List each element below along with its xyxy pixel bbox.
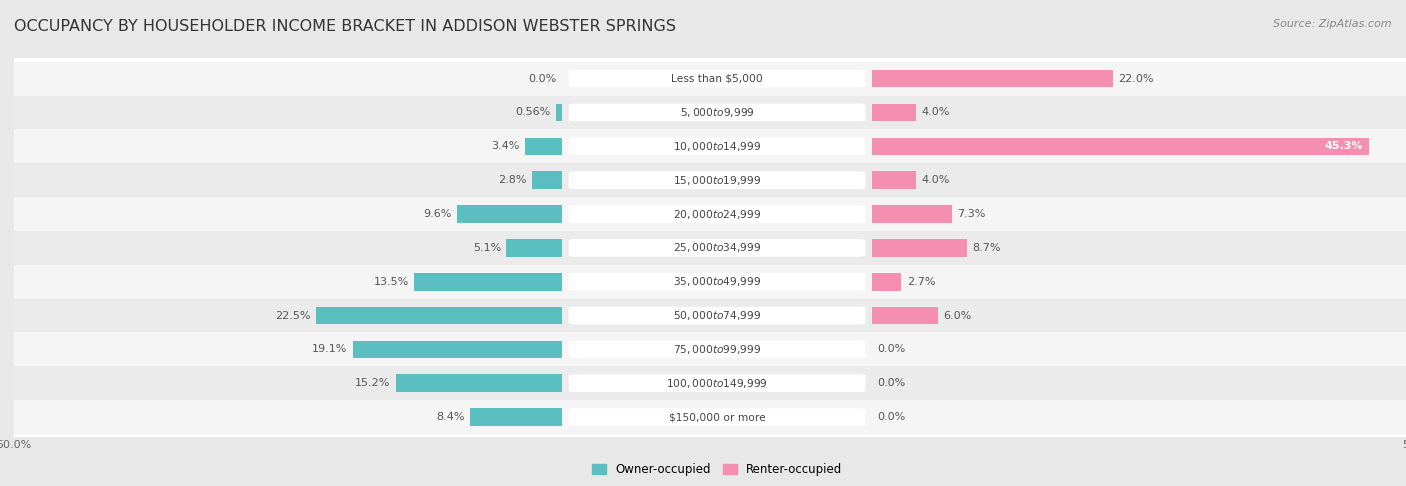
Text: 0.56%: 0.56% xyxy=(516,107,551,118)
Text: $150,000 or more: $150,000 or more xyxy=(669,412,765,422)
Bar xyxy=(562,62,872,96)
Text: 8.4%: 8.4% xyxy=(436,412,465,422)
Bar xyxy=(872,298,1406,332)
Bar xyxy=(562,400,872,434)
FancyBboxPatch shape xyxy=(568,138,866,155)
Text: 7.3%: 7.3% xyxy=(957,209,986,219)
Bar xyxy=(872,138,1368,155)
Text: 0.0%: 0.0% xyxy=(529,73,557,84)
Bar xyxy=(872,96,1406,129)
Text: OCCUPANCY BY HOUSEHOLDER INCOME BRACKET IN ADDISON WEBSTER SPRINGS: OCCUPANCY BY HOUSEHOLDER INCOME BRACKET … xyxy=(14,19,676,35)
Bar xyxy=(872,231,1406,265)
Bar xyxy=(872,332,1406,366)
Bar xyxy=(562,163,872,197)
Bar xyxy=(14,366,562,400)
Bar xyxy=(562,265,872,298)
Bar xyxy=(872,273,901,291)
Bar xyxy=(524,138,562,155)
Text: $20,000 to $24,999: $20,000 to $24,999 xyxy=(673,208,761,221)
Text: 5.1%: 5.1% xyxy=(472,243,501,253)
Bar xyxy=(872,197,1406,231)
Text: 19.1%: 19.1% xyxy=(312,345,347,354)
Bar xyxy=(14,197,562,231)
FancyBboxPatch shape xyxy=(568,70,866,87)
Text: 3.4%: 3.4% xyxy=(491,141,520,151)
Text: 8.7%: 8.7% xyxy=(973,243,1001,253)
Text: $10,000 to $14,999: $10,000 to $14,999 xyxy=(673,140,761,153)
Bar xyxy=(872,307,938,324)
Bar xyxy=(562,129,872,163)
Bar xyxy=(562,298,872,332)
Bar xyxy=(531,172,562,189)
Text: 13.5%: 13.5% xyxy=(374,277,409,287)
FancyBboxPatch shape xyxy=(568,172,866,189)
Bar xyxy=(14,231,562,265)
Bar xyxy=(562,332,872,366)
Bar xyxy=(872,172,915,189)
Bar xyxy=(353,341,562,358)
FancyBboxPatch shape xyxy=(568,273,866,291)
Bar xyxy=(415,273,562,291)
Bar xyxy=(506,239,562,257)
Text: 0.0%: 0.0% xyxy=(877,412,905,422)
Bar xyxy=(872,129,1406,163)
FancyBboxPatch shape xyxy=(568,205,866,223)
Bar xyxy=(14,298,562,332)
Text: 22.5%: 22.5% xyxy=(274,311,311,321)
Bar xyxy=(872,70,1114,87)
Text: 15.2%: 15.2% xyxy=(354,378,391,388)
Bar xyxy=(457,205,562,223)
Bar xyxy=(562,96,872,129)
FancyBboxPatch shape xyxy=(568,239,866,257)
Bar xyxy=(872,400,1406,434)
Bar xyxy=(562,197,872,231)
Text: $35,000 to $49,999: $35,000 to $49,999 xyxy=(673,275,761,288)
Text: $15,000 to $19,999: $15,000 to $19,999 xyxy=(673,174,761,187)
Bar xyxy=(14,265,562,298)
Text: 22.0%: 22.0% xyxy=(1119,73,1154,84)
Text: 0.0%: 0.0% xyxy=(877,378,905,388)
FancyBboxPatch shape xyxy=(568,307,866,324)
Text: $75,000 to $99,999: $75,000 to $99,999 xyxy=(673,343,761,356)
Text: 6.0%: 6.0% xyxy=(943,311,972,321)
Text: 9.6%: 9.6% xyxy=(423,209,451,219)
Bar xyxy=(872,205,952,223)
Text: $25,000 to $34,999: $25,000 to $34,999 xyxy=(673,242,761,254)
Bar xyxy=(562,231,872,265)
FancyBboxPatch shape xyxy=(568,374,866,392)
Bar xyxy=(395,374,562,392)
Text: 4.0%: 4.0% xyxy=(921,107,949,118)
Text: 2.8%: 2.8% xyxy=(498,175,526,185)
Bar xyxy=(872,62,1406,96)
Bar xyxy=(872,366,1406,400)
Bar xyxy=(14,62,562,96)
Text: 4.0%: 4.0% xyxy=(921,175,949,185)
Text: $100,000 to $149,999: $100,000 to $149,999 xyxy=(666,377,768,390)
Text: $50,000 to $74,999: $50,000 to $74,999 xyxy=(673,309,761,322)
Bar xyxy=(14,332,562,366)
Text: 2.7%: 2.7% xyxy=(907,277,935,287)
Text: $5,000 to $9,999: $5,000 to $9,999 xyxy=(679,106,755,119)
Bar xyxy=(315,307,562,324)
Text: Source: ZipAtlas.com: Source: ZipAtlas.com xyxy=(1274,19,1392,30)
Text: 0.0%: 0.0% xyxy=(877,345,905,354)
Bar xyxy=(14,163,562,197)
Bar xyxy=(14,400,562,434)
FancyBboxPatch shape xyxy=(568,408,866,426)
Bar xyxy=(14,129,562,163)
Bar xyxy=(872,104,915,122)
Bar xyxy=(557,104,562,122)
FancyBboxPatch shape xyxy=(568,104,866,122)
Bar xyxy=(872,163,1406,197)
Bar xyxy=(872,239,967,257)
Text: Less than $5,000: Less than $5,000 xyxy=(671,73,763,84)
Bar xyxy=(562,366,872,400)
Bar xyxy=(470,408,562,426)
Bar xyxy=(14,96,562,129)
Legend: Owner-occupied, Renter-occupied: Owner-occupied, Renter-occupied xyxy=(586,458,848,481)
Bar xyxy=(872,265,1406,298)
FancyBboxPatch shape xyxy=(568,341,866,358)
Text: 45.3%: 45.3% xyxy=(1324,141,1362,151)
